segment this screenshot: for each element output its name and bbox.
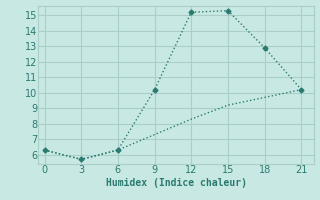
X-axis label: Humidex (Indice chaleur): Humidex (Indice chaleur) bbox=[106, 178, 246, 188]
